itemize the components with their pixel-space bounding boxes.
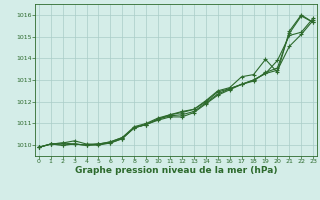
X-axis label: Graphe pression niveau de la mer (hPa): Graphe pression niveau de la mer (hPa) [75, 166, 277, 175]
